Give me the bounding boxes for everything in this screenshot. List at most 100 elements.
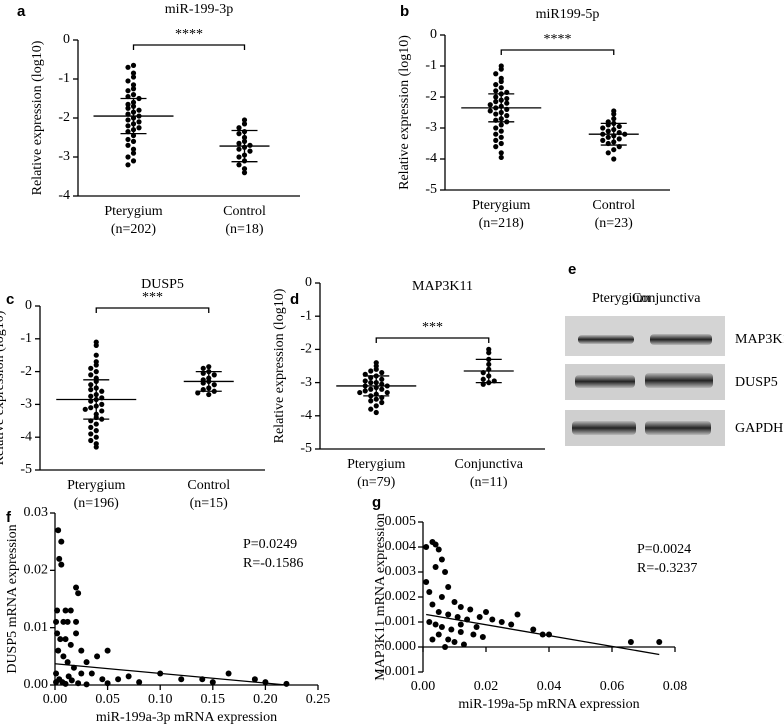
dot [487,102,493,108]
point [457,621,464,628]
point [99,676,106,683]
dot [130,86,137,92]
blot-band [650,334,712,345]
point [514,611,521,618]
point [209,679,216,686]
point [75,680,82,687]
dot [136,125,142,131]
point [54,630,61,637]
point [483,609,489,615]
point [442,569,449,575]
x-tick-label: Pterygium [347,457,405,472]
x-tick-note: (n=11) [470,475,508,490]
point [627,639,634,645]
dot [379,386,385,392]
y-tick-label: -5 [425,182,437,197]
point [445,611,452,618]
point [136,679,143,686]
x-tick-label: 0.25 [306,692,331,707]
dot [493,88,499,94]
point [78,647,85,654]
x-tick-label: Control [187,478,230,493]
annotation: R=-0.1586 [243,556,303,571]
dot [616,136,622,142]
sd-bar [600,122,627,146]
point [530,626,537,633]
significance-label: **** [175,27,203,42]
dot [373,409,379,416]
y-tick-label: -2 [58,110,70,125]
x-tick-label: Control [592,198,635,213]
blot-panel: e Pterygium Conjunctiva MAP3K11 DUSP5 GA… [565,261,784,446]
point [68,677,75,684]
dot [493,82,499,88]
point [53,670,60,677]
point [435,546,442,553]
y-tick-label: 0.00 [24,677,49,692]
dot [130,158,137,164]
dot [373,396,379,402]
dot [611,147,617,153]
point [508,621,515,628]
y-tick-label: -4 [300,408,312,423]
sd-bar [231,129,258,163]
point [125,673,132,680]
y-tick-label: -2 [20,364,32,379]
x-tick-label: Control [223,204,266,219]
sd-bar [120,97,147,135]
annotation: P=0.0249 [243,537,297,552]
point [438,624,445,630]
dot [125,154,131,160]
dot [493,71,499,77]
x-tick-label: 0.10 [148,692,173,707]
dot [498,85,504,91]
y-tick-label: -0.001 [380,664,416,679]
dot [498,122,504,128]
panel-label: c [6,291,14,308]
point [451,599,458,605]
point [62,607,69,614]
dot [498,66,504,72]
point [75,590,82,597]
dot [125,105,131,111]
dot [498,78,504,85]
point [73,618,80,625]
point [225,670,232,677]
point [457,629,464,635]
dot [362,378,368,384]
dot [99,408,105,414]
y-tick-label: 0.01 [24,620,49,635]
dot [600,137,606,143]
dot [93,369,99,375]
point [438,556,445,563]
y-axis-label: Relative expression (log10) [397,35,412,190]
y-tick-label: -1 [20,331,32,346]
dot [130,146,137,152]
annotation: P=0.0024 [637,542,691,557]
y-tick-label: -3 [425,120,437,135]
point [65,673,72,680]
dot [247,142,253,148]
dot [368,380,374,386]
point [479,634,486,640]
dot [93,342,99,348]
point [178,676,185,683]
x-tick-label: 0.04 [537,679,562,694]
point [457,604,464,610]
y-tick-label: -2 [425,89,437,104]
dot [93,421,99,427]
sd-bar [488,93,515,123]
dot [206,391,212,398]
dot [136,119,142,125]
x-tick-label: 0.05 [95,692,120,707]
dot [605,128,611,134]
dot [487,108,493,114]
chart-title: DUSP5 [141,277,184,292]
significance-label: *** [422,320,443,335]
dot [373,366,379,372]
blot-column-label: Conjunctiva [632,291,701,306]
y-tick-label: -4 [20,429,32,444]
point [454,614,461,620]
panel-label: g [372,494,381,511]
point [432,564,439,570]
